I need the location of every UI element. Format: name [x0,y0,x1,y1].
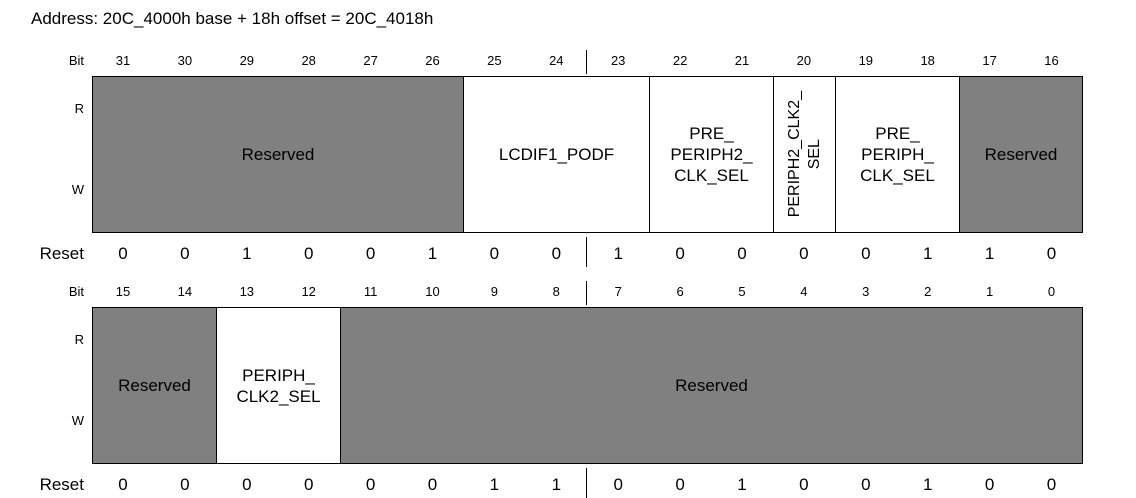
reset-value: 0 [613,475,623,494]
reset-value: 0 [427,475,438,494]
bit-number: 14 [177,284,193,299]
register-field: LCDIF1_PODF [463,76,650,233]
bit-number: 8 [552,284,560,299]
reset-value: 0 [799,244,809,263]
field-name: Reserved [984,145,1058,164]
field-name: Reserved [675,376,748,395]
reserved-field: Reserved [340,307,1083,464]
register-field: PRE_ PERIPH2_ CLK_SEL [649,76,774,233]
bit-row-label: Bit [68,284,84,299]
reset-value: 0 [180,475,190,494]
field-name: Reserved [241,145,315,164]
register-field: PERIPH_ CLK2_SEL [216,307,341,464]
field-name: Reserved [118,376,191,395]
reset-value: 1 [551,475,562,494]
bit-number: 1 [985,284,994,299]
reserved-field: Reserved [92,307,217,464]
reset-value: 0 [118,244,128,263]
field-name: LCDIF1_PODF [498,145,615,164]
reset-row-label: Reset [39,244,84,263]
bit-number: 31 [115,53,131,68]
register-field: PRE_ PERIPH_ CLK_SEL [835,76,960,233]
bit-number: 11 [363,284,378,299]
bit-number: 21 [734,53,750,68]
reset-value: 0 [365,475,376,494]
reset-value: 0 [861,475,871,494]
reset-value: 1 [922,475,933,494]
bit-number: 27 [363,53,378,68]
write-row-label: W [71,182,84,197]
bit-number: 17 [982,53,997,68]
reset-value: 0 [675,475,685,494]
reset-value: 1 [489,475,500,494]
register-address-title: Address: 20C_4000h base + 18h offset = 2… [31,9,434,28]
bit-number: 24 [549,53,564,68]
field-name: PERIPH_ CLK2_SEL [236,365,321,406]
bit-number: 28 [301,53,316,68]
byte-separator-tick [586,237,587,267]
reset-value: 0 [1046,244,1057,263]
byte-separator-tick [586,50,587,74]
bit-number: 10 [425,284,440,299]
reset-value: 0 [303,244,314,263]
reset-value: 0 [861,244,871,263]
reset-value: 0 [303,475,314,494]
read-row-label: R [74,101,84,116]
reset-value: 0 [984,475,995,494]
bit-number: 4 [800,284,808,299]
reset-value: 0 [489,244,500,263]
bit-number: 2 [924,284,932,299]
bit-number: 5 [738,284,746,299]
reset-row-label: Reset [39,475,84,494]
reset-value: 0 [118,475,128,494]
byte-separator-tick [586,468,587,498]
bit-number: 20 [796,53,812,68]
bit-number: 22 [672,53,688,68]
bit-number: 12 [301,284,316,299]
reset-value: 1 [242,244,252,263]
bit-number: 3 [862,284,870,299]
bit-number: 18 [920,53,935,68]
reset-value: 1 [737,475,747,494]
reset-value: 0 [365,244,376,263]
reserved-field: Reserved [959,76,1083,233]
reset-value: 0 [675,244,685,263]
bit-number: 16 [1044,53,1059,68]
bit-row-label: Bit [68,53,84,68]
bit-number: 29 [239,53,255,68]
field-name: PRE_ PERIPH_ CLK_SEL [860,124,935,185]
bit-number: 25 [487,53,502,68]
register-field: PERIPH2_CLK2_ SEL [773,76,836,233]
reset-value: 0 [737,244,747,263]
bit-number: 23 [610,53,626,68]
reset-value: 1 [984,244,995,263]
byte-separator-tick [586,281,587,305]
bit-number: 6 [676,284,684,299]
reset-value: 1 [613,244,623,263]
bit-number: 13 [239,284,255,299]
bit-number: 9 [490,284,498,299]
reset-value: 1 [427,244,438,263]
bit-number: 19 [858,53,874,68]
bit-number: 26 [425,53,440,68]
field-name: PRE_ PERIPH2_ CLK_SEL [670,124,753,185]
read-row-label: R [74,332,84,347]
write-row-label: W [71,413,84,428]
reset-value: 0 [242,475,252,494]
bit-number: 15 [115,284,131,299]
reserved-field: Reserved [92,76,464,233]
bit-number: 0 [1047,284,1056,299]
reset-value: 0 [1046,475,1057,494]
field-name: PERIPH2_CLK2_ SEL [785,91,823,218]
bit-number: 7 [614,284,622,299]
reset-value: 0 [551,244,562,263]
reset-value: 0 [180,244,190,263]
reset-value: 0 [799,475,809,494]
bit-number: 30 [177,53,193,68]
reset-value: 1 [922,244,933,263]
